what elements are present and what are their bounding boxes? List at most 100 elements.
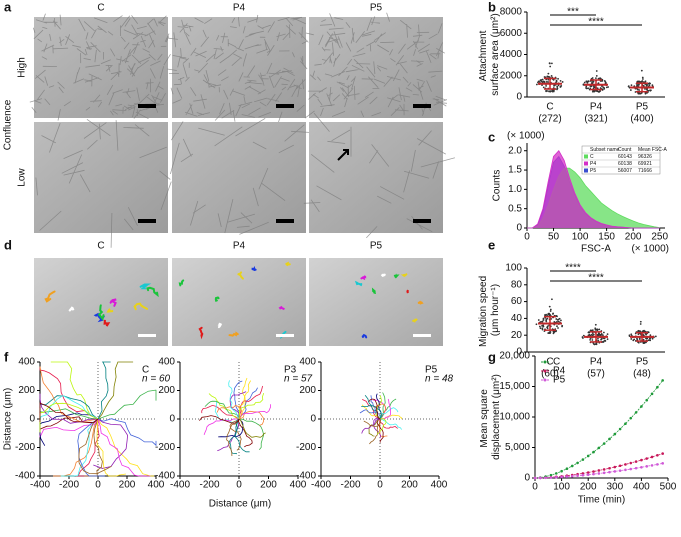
trajectory [97,389,157,420]
x-tick-label: 0 [377,480,383,491]
panel-label: a [4,0,12,14]
data-point [645,398,649,402]
x-tick-label: 0 [524,232,530,243]
panel-label: g [488,349,496,364]
trajectory [229,391,247,420]
cell-track [93,312,105,323]
data-point [552,330,555,333]
scale-bar [413,334,431,337]
data-point [600,338,603,341]
cell-track [214,296,220,302]
data-point [661,452,664,455]
cell-track [106,308,114,313]
data-point [549,331,552,333]
cell-track [139,283,152,290]
data-point [557,327,559,329]
trajectory [238,418,253,448]
cell-track [198,326,204,340]
data-point [597,446,601,450]
data-point [541,327,544,330]
data-point [592,80,595,83]
y-tick-label: 400 [158,357,175,368]
cell-track [417,300,424,305]
data-point [586,454,590,458]
x-tick-label: 400 [633,482,650,493]
data-point [540,320,542,323]
table-header: Subset name [590,147,620,153]
data-point [613,465,617,469]
x-tick-label: 0 [236,480,242,491]
category-count: (321) [584,114,607,125]
data-point [541,78,544,81]
cell-track [103,319,111,327]
category-count: (400) [630,114,653,125]
data-point [542,325,545,328]
data-point [542,317,545,320]
data-point [597,472,601,475]
data-point [549,473,553,477]
data-point [545,320,548,323]
data-point [589,87,592,90]
group-label: C [142,365,149,376]
data-point [548,62,551,65]
micrograph [172,122,306,233]
trajectory [376,418,387,435]
data-point [544,476,547,480]
data-point [637,341,640,344]
trajectory [238,380,252,420]
data-point [556,319,559,321]
data-point [603,87,606,89]
data-point [598,332,600,335]
y-tick-label: 1.5 [508,165,522,176]
data-point [537,319,540,321]
n-label: n = 48 [425,374,454,385]
data-point [555,80,558,83]
data-point [547,332,550,334]
data-point [535,323,538,326]
data-point [550,75,553,77]
y-tick-label: 0 [169,414,175,425]
histogram-area [527,150,660,228]
data-point [541,328,544,331]
data-point [634,91,637,93]
trajectory [60,418,99,477]
data-point [545,80,548,83]
data-point [651,337,654,340]
y-tick-label: 400 [299,357,316,368]
data-point [589,338,592,341]
micrograph [34,17,168,118]
row-label: High [17,57,28,78]
data-point [629,461,633,465]
data-point [553,85,555,87]
trajectory [233,380,243,420]
panel-label: c [488,129,495,144]
data-point [644,80,647,83]
data-point [594,323,597,326]
trajectory [208,393,240,420]
data-point [554,476,558,479]
data-point [639,320,642,323]
data-point [638,80,640,83]
data-point [624,463,627,466]
data-point [595,70,598,72]
data-point [638,89,640,91]
data-point [539,476,542,480]
x-tick-label: P4 [590,102,603,113]
scale-bar [413,104,431,108]
column-label: P5 [370,3,383,14]
row-group-label: Confluence [3,99,14,150]
data-point [592,450,595,454]
data-point [649,334,652,337]
y-tick-label: 0 [516,347,522,358]
category-count: (60) [541,369,559,380]
data-point [546,75,549,78]
y-tick-label: 100 [505,263,522,274]
cell-track [406,289,410,294]
data-point [638,338,641,340]
data-point [636,84,639,87]
data-point [570,464,574,468]
data-point [639,92,642,95]
data-point [592,333,595,336]
cell-track [361,333,368,339]
data-point [549,65,552,68]
